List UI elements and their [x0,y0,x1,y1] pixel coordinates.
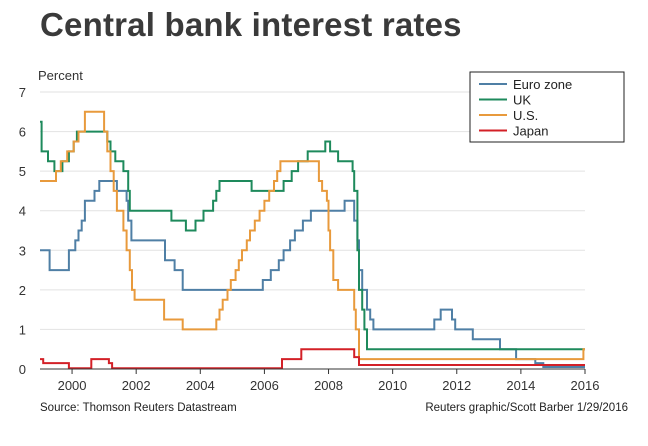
legend-label-1: UK [513,93,531,108]
y-tick-labels: 0 1 2 3 4 5 6 7 [19,85,26,377]
x-tick-2006: 2006 [250,378,279,393]
y-tick-7: 7 [19,85,26,100]
x-tick-2014: 2014 [506,378,535,393]
y-tick-4: 4 [19,204,26,219]
y-tick-5: 5 [19,164,26,179]
source-note: Source: Thomson Reuters Datastream [40,402,237,414]
y-tick-1: 1 [19,322,26,337]
y-tick-2: 2 [19,283,26,298]
grid-lines [40,91,585,330]
x-tick-2004: 2004 [186,378,215,393]
y-tick-0: 0 [19,362,26,377]
x-tick-2000: 2000 [58,378,87,393]
y-tick-3: 3 [19,243,26,258]
x-tick-labels: 2000 2002 2004 2006 2008 2010 2012 2014 2016 [58,369,600,393]
legend-label-0: Euro zone [513,77,572,92]
legend-label-2: U.S. [513,108,538,123]
series-line-euro-zone [40,180,585,368]
x-tick-2012: 2012 [442,378,471,393]
y-axis-label: Percent [38,68,83,83]
x-tick-2008: 2008 [314,378,343,393]
series-line-u-s- [40,110,585,361]
series-line-uk [40,120,585,351]
series-lines [40,110,585,370]
x-tick-2002: 2002 [122,378,151,393]
x-tick-2016: 2016 [571,378,600,393]
chart-title: Central bank interest rates [40,6,462,43]
x-tick-2010: 2010 [378,378,407,393]
y-tick-6: 6 [19,125,26,140]
series-line-japan [40,348,585,370]
legend-label-3: Japan [513,124,548,139]
credit-note: Reuters graphic/Scott Barber 1/29/2016 [425,402,628,414]
